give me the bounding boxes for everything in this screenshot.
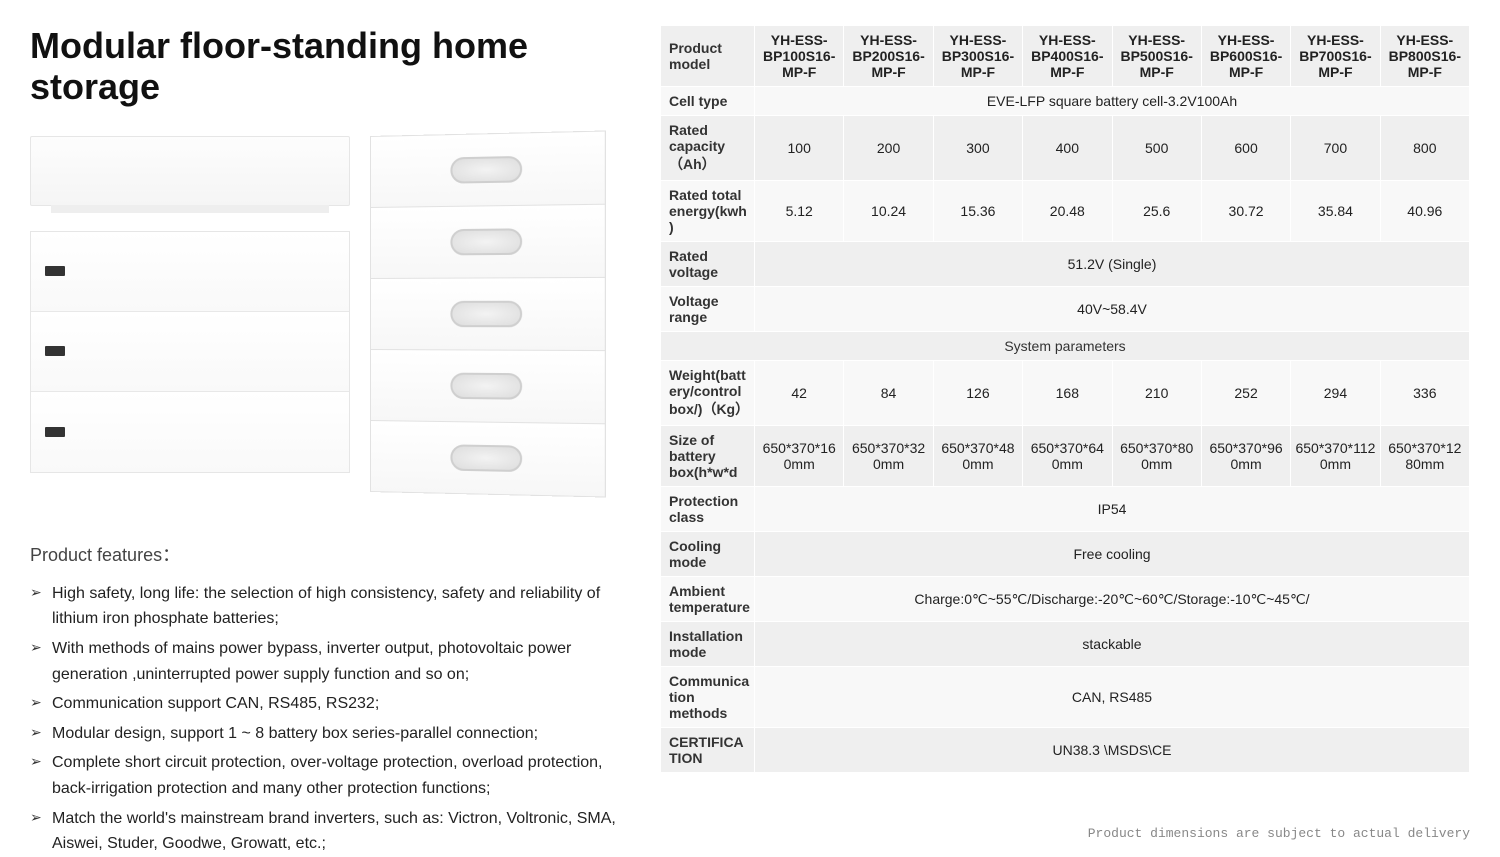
product-image-tower [370,130,606,497]
table-cell: 100 [755,116,844,181]
table-cell: 40.96 [1380,181,1469,242]
features-list: High safety, long life: the selection of… [30,581,640,857]
table-cell: 650*370*960mm [1201,426,1290,487]
table-cell: 30.72 [1201,181,1290,242]
feature-item: Complete short circuit protection, over-… [30,750,640,801]
table-cell: 650*370*320mm [844,426,933,487]
table-header-model: YH-ESS-BP100S16-MP-F [755,26,844,87]
footnote: Product dimensions are subject to actual… [1088,826,1470,841]
table-cell: 300 [933,116,1022,181]
table-cell: 35.84 [1291,181,1380,242]
spec-table: Product modelYH-ESS-BP100S16-MP-FYH-ESS-… [660,25,1470,773]
table-cell: 650*370*640mm [1023,426,1112,487]
table-cell: Free cooling [755,532,1470,577]
feature-item: High safety, long life: the selection of… [30,581,640,632]
table-row-label: Voltage range [661,287,755,332]
feature-item: Modular design, support 1 ~ 8 battery bo… [30,721,640,747]
table-cell: 650*370*480mm [933,426,1022,487]
table-header-model: YH-ESS-BP800S16-MP-F [1380,26,1469,87]
table-row-label: Protection class [661,487,755,532]
feature-item: With methods of mains power bypass, inve… [30,636,640,687]
table-cell: 40V~58.4V [755,287,1470,332]
table-row-label: Cell type [661,87,755,116]
table-cell: 650*370*1280mm [1380,426,1469,487]
table-header-model: YH-ESS-BP700S16-MP-F [1291,26,1380,87]
table-cell: 84 [844,361,933,426]
table-row-label: Communication methods [661,667,755,728]
product-images [30,136,640,491]
table-cell: 25.6 [1112,181,1201,242]
table-row-label: CERTIFICATION [661,728,755,773]
table-cell: 700 [1291,116,1380,181]
table-row-label: Ambient temperature [661,577,755,622]
table-cell: 200 [844,116,933,181]
table-cell: 336 [1380,361,1469,426]
features-heading: Product features： [30,541,640,567]
table-cell: 42 [755,361,844,426]
table-cell: 800 [1380,116,1469,181]
table-cell: 51.2V (Single) [755,242,1470,287]
table-row-label: Size of battery box(h*w*d [661,426,755,487]
table-header-model: YH-ESS-BP500S16-MP-F [1112,26,1201,87]
table-cell: 400 [1023,116,1112,181]
table-cell: 294 [1291,361,1380,426]
table-cell: IP54 [755,487,1470,532]
table-cell: 650*370*160mm [755,426,844,487]
feature-item: Match the world's mainstream brand inver… [30,806,640,857]
table-cell: 210 [1112,361,1201,426]
product-image-top-module [30,136,350,206]
table-cell: 5.12 [755,181,844,242]
table-cell: EVE-LFP square battery cell-3.2V100Ah [755,87,1470,116]
table-cell: 168 [1023,361,1112,426]
feature-item: Communication support CAN, RS485, RS232; [30,691,640,717]
table-row-label: Weight(battery/control box/)（Kg） [661,361,755,426]
table-cell: 600 [1201,116,1290,181]
table-cell: UN38.3 \MSDS\CE [755,728,1470,773]
table-cell: 252 [1201,361,1290,426]
product-image-stack-3 [30,231,350,473]
table-header-label: Product model [661,26,755,87]
table-cell: Charge:0℃~55℃/Discharge:-20℃~60℃/Storage… [755,577,1470,622]
table-row-label: Rated capacity（Ah） [661,116,755,181]
table-header-model: YH-ESS-BP300S16-MP-F [933,26,1022,87]
table-cell: 20.48 [1023,181,1112,242]
table-cell: 650*370*800mm [1112,426,1201,487]
table-header-model: YH-ESS-BP600S16-MP-F [1201,26,1290,87]
table-cell: stackable [755,622,1470,667]
table-cell: CAN, RS485 [755,667,1470,728]
table-row-label: Cooling mode [661,532,755,577]
table-header-model: YH-ESS-BP400S16-MP-F [1023,26,1112,87]
table-row-label: Installation mode [661,622,755,667]
page-title: Modular floor-standing home storage [30,25,640,108]
table-cell: 650*370*1120mm [1291,426,1380,487]
table-cell: 10.24 [844,181,933,242]
table-row-label: Rated voltage [661,242,755,287]
table-cell: 15.36 [933,181,1022,242]
table-cell: 500 [1112,116,1201,181]
table-header-model: YH-ESS-BP200S16-MP-F [844,26,933,87]
table-cell: 126 [933,361,1022,426]
table-row-label: Rated total energy(kwh) [661,181,755,242]
table-section-row: System parameters [661,332,1470,361]
